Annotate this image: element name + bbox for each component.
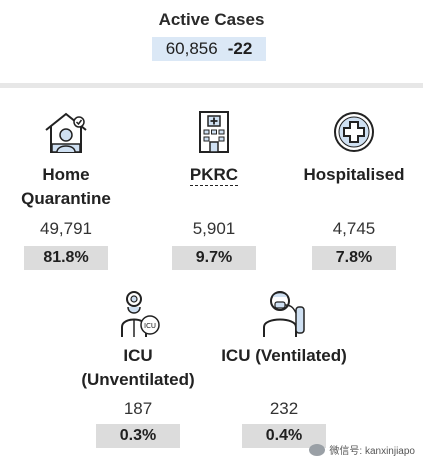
stat-label-line1: PKRC <box>150 164 278 186</box>
active-cases-delta: -22 <box>227 39 253 58</box>
stat-label-line2: (Unventilated) <box>81 370 195 389</box>
stat-value: 4,745 <box>332 219 376 238</box>
stat-label-line1: Home <box>42 165 90 184</box>
stat-home-quarantine: Home Quarantine 49,791 81.8% <box>0 100 132 275</box>
stat-icu-ventilated: ICU (Ventilated) 232 0.4% <box>206 285 362 450</box>
home-quarantine-icon <box>45 112 87 153</box>
stat-label-line1: Hospitalised <box>303 165 405 184</box>
doctor-icu-icon: ICU <box>121 291 160 337</box>
active-cases-value: 60,856 <box>165 39 218 58</box>
stat-value: 187 <box>123 399 153 418</box>
hospital-building-icon <box>199 111 229 153</box>
stat-percent-badge: 0.4% <box>242 424 326 448</box>
stat-percent-badge: 0.3% <box>96 424 180 448</box>
medical-cross-icon <box>334 112 374 152</box>
stat-percent-badge: 7.8% <box>312 246 396 270</box>
stat-percent-badge: 81.8% <box>24 246 108 270</box>
stat-pkrc: PKRC 5,901 9.7% <box>150 100 278 275</box>
active-cases-summary: Active Cases 60,856 -22 <box>0 0 423 80</box>
stat-value: 232 <box>269 399 299 418</box>
svg-text:ICU: ICU <box>144 322 156 330</box>
pkrc-label: PKRC <box>189 165 239 186</box>
active-cases-title: Active Cases <box>158 10 265 29</box>
stat-label-line1: ICU <box>123 346 153 365</box>
stat-value: 5,901 <box>192 219 236 238</box>
stat-label-line1: ICU (Ventilated) <box>221 346 347 365</box>
stat-percent-badge: 9.7% <box>172 246 256 270</box>
active-cases-box: 60,856 -22 <box>152 37 266 61</box>
watermark: 微信号: kanxinjiapo <box>309 442 415 457</box>
stat-hospitalised: Hospitalised 4,745 7.8% <box>285 100 423 275</box>
stat-value: 49,791 <box>40 219 92 238</box>
wechat-icon <box>309 443 326 456</box>
ventilator-patient-icon <box>263 291 305 337</box>
section-divider <box>0 83 423 88</box>
stat-label-line2: Quarantine <box>21 189 111 208</box>
stat-icu-unventilated: ICU ICU (Unventilated) 187 0.3% <box>70 285 206 450</box>
watermark-text: 微信号: kanxinjiapo <box>329 446 415 457</box>
